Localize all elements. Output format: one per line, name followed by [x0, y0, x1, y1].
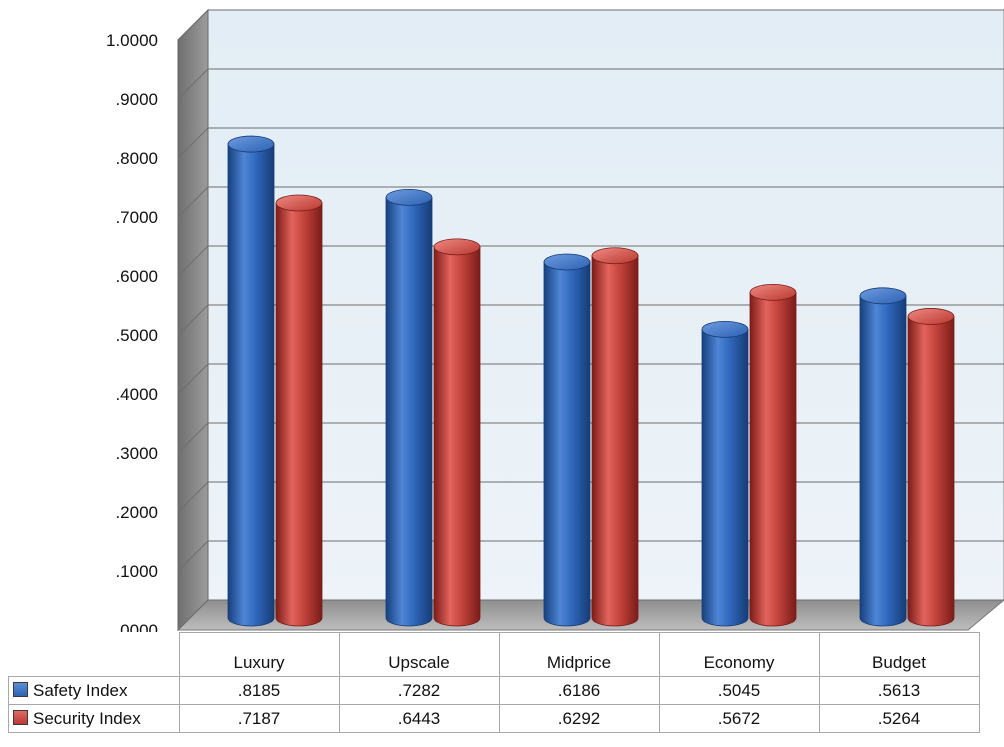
- table-cell-safety-economy: .5045: [658, 676, 820, 705]
- table-cell-safety-budget: .5613: [818, 676, 980, 705]
- bar-safety-index-midprice: [543, 253, 591, 627]
- bar-security-index-luxury: [275, 194, 323, 627]
- bars: [227, 135, 955, 627]
- table-cell-security-budget: .5264: [818, 704, 980, 733]
- y-tick-label: .1000: [115, 562, 158, 581]
- bar-security-index-economy: [749, 283, 797, 627]
- category-label-luxury: Luxury: [178, 632, 340, 677]
- table-cell-security-economy: .5672: [658, 704, 820, 733]
- legend-label-safety: Safety Index: [33, 680, 128, 700]
- bar-security-index-budget: [907, 308, 955, 627]
- table-cell-security-upscale: .6443: [338, 704, 500, 733]
- bar-security-index-upscale: [433, 238, 481, 627]
- y-tick-label: .5000: [115, 326, 158, 345]
- y-tick-label: .4000: [115, 385, 158, 404]
- gridline: [177, 245, 1004, 277]
- gridline: [177, 304, 1004, 336]
- data-table-row-safety: Safety Index .8185 .7282 .6186 .5045 .56…: [8, 676, 980, 705]
- gridline: [177, 186, 1004, 218]
- table-cell-safety-luxury: .8185: [178, 676, 340, 705]
- data-table-corner: [9, 633, 180, 677]
- chart-area: .0000 .1000 .2000 .3000 .4000 .5000 .6000 .7000…: [106, 8, 1004, 632]
- gridline: [177, 127, 1004, 159]
- category-label-midprice: Midprice: [498, 632, 660, 677]
- category-label-economy: Economy: [658, 632, 820, 677]
- legend-swatch-red: [13, 709, 28, 725]
- data-table-row-security: Security Index .7187 .6443 .6292 .5672 .…: [8, 704, 980, 733]
- y-tick-label: .2000: [115, 503, 158, 522]
- table-cell-security-luxury: .7187: [178, 704, 340, 733]
- y-tick-label: .7000: [115, 208, 158, 227]
- y-tick-label: 1.0000: [106, 31, 158, 50]
- gridline: [177, 68, 1004, 100]
- legend-safety-index: Safety Index: [8, 676, 180, 705]
- category-label-upscale: Upscale: [338, 632, 500, 677]
- table-cell-safety-upscale: .7282: [338, 676, 500, 705]
- legend-security-index: Security Index: [8, 704, 180, 733]
- table-cell-security-midprice: .6292: [498, 704, 660, 733]
- data-table: Luxury Upscale Midprice Economy Budget S…: [8, 632, 980, 733]
- category-label-budget: Budget: [818, 632, 980, 677]
- y-axis-ticks: .0000 .1000 .2000 .3000 .4000 .5000 .6000 .7000…: [106, 31, 158, 632]
- bar-safety-index-upscale: [385, 188, 433, 627]
- bar-safety-index-economy: [701, 320, 749, 627]
- legend-label-security: Security Index: [33, 708, 141, 728]
- data-table-header-row: Luxury Upscale Midprice Economy Budget: [9, 632, 980, 677]
- legend-swatch-blue: [13, 681, 28, 697]
- gridline: [177, 9, 1004, 41]
- y-tick-label: .8000: [115, 149, 158, 168]
- y-tick-label: .9000: [115, 90, 158, 109]
- table-cell-safety-midprice: .6186: [498, 676, 660, 705]
- y-tick-label: .0000: [115, 621, 158, 632]
- y-tick-label: .6000: [115, 267, 158, 286]
- y-tick-label: .3000: [115, 444, 158, 463]
- bar-security-index-midprice: [591, 247, 639, 627]
- bar-safety-index-luxury: [227, 135, 275, 627]
- bar-safety-index-budget: [859, 287, 907, 627]
